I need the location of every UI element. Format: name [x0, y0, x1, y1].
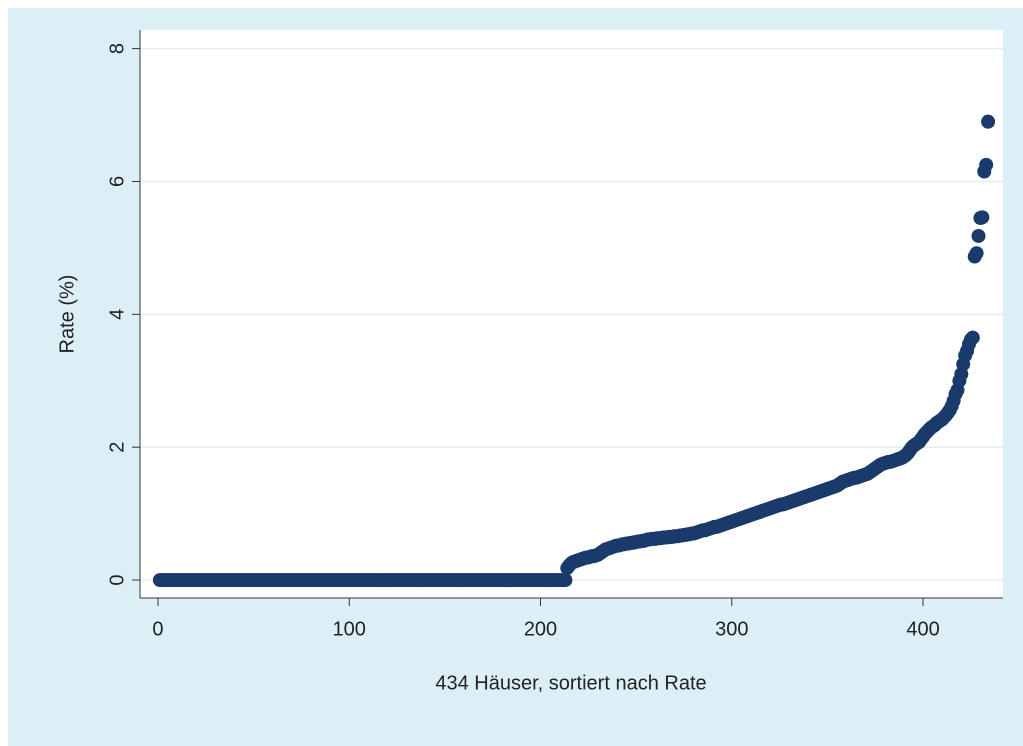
y-tick-label: 8 — [106, 43, 128, 54]
y-tick-label: 2 — [106, 442, 128, 453]
x-tick-label: 400 — [906, 618, 939, 640]
point — [979, 157, 994, 172]
x-tick-label: 0 — [152, 618, 163, 640]
y-tick-label: 0 — [106, 575, 128, 586]
point — [965, 330, 980, 345]
x-tick-label: 300 — [715, 618, 748, 640]
point — [971, 228, 986, 243]
x-tick-label: 200 — [524, 618, 557, 640]
y-tick-label: 4 — [106, 309, 128, 320]
point — [969, 246, 984, 261]
x-tick-label: 100 — [333, 618, 366, 640]
x-axis-label: 434 Häuser, sortiert nach Rate — [435, 672, 706, 694]
point — [975, 210, 990, 225]
point — [981, 114, 996, 129]
y-axis-label: Rate (%) — [56, 275, 78, 354]
y-tick-label: 6 — [106, 176, 128, 187]
point — [558, 573, 573, 588]
